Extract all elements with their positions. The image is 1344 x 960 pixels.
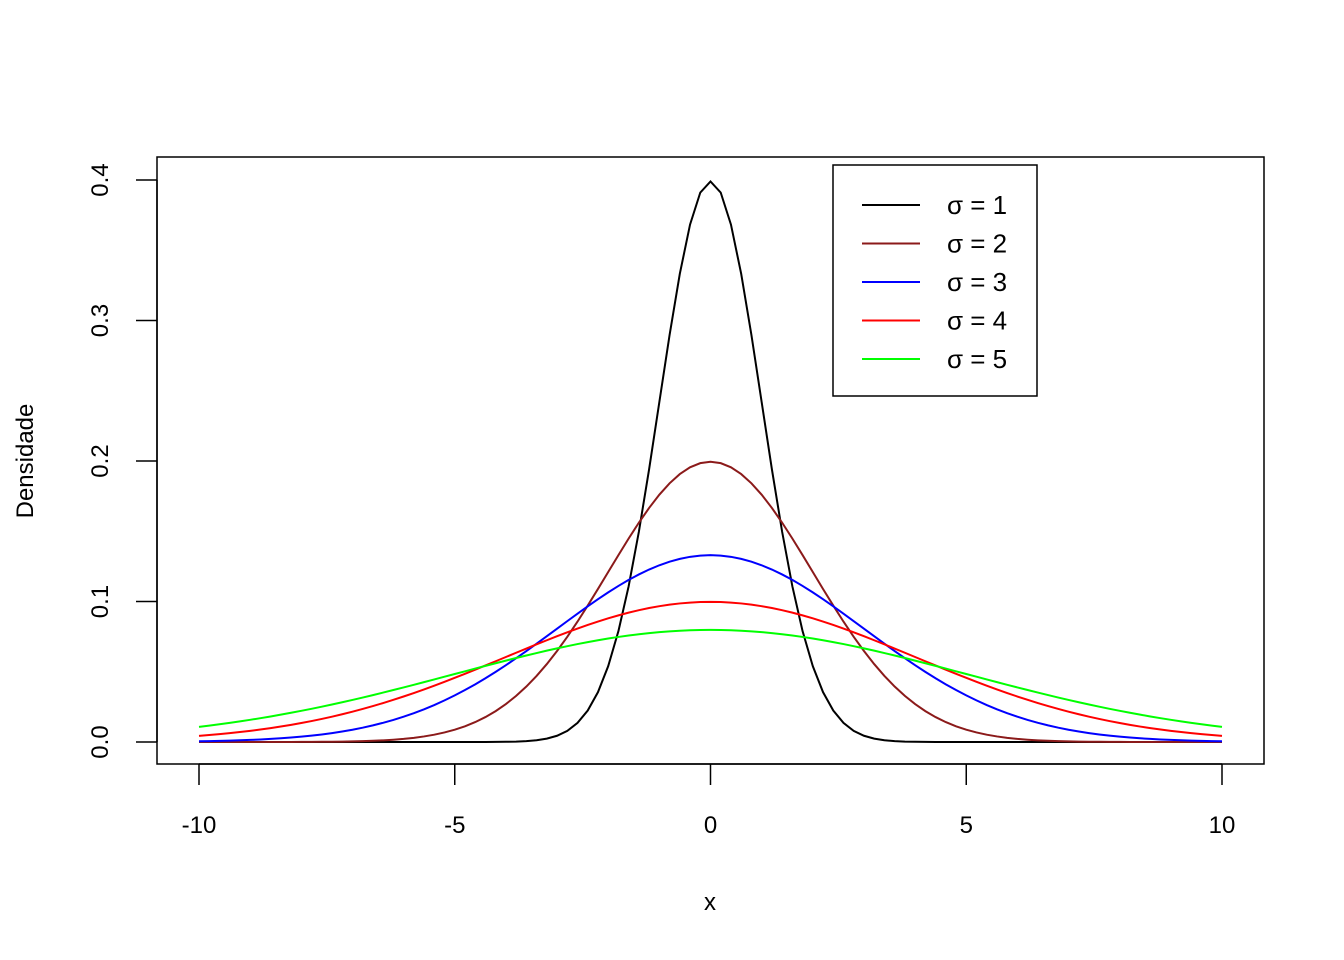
- legend-label: σ = 4: [947, 306, 1007, 336]
- y-tick-label: 0.3: [87, 304, 114, 337]
- legend-label: σ = 5: [947, 344, 1007, 374]
- series-line-sigma-4: [198, 600, 1223, 737]
- y-tick-label: 0.0: [87, 725, 114, 758]
- x-tick-label: -10: [182, 812, 217, 839]
- legend-box: [832, 164, 1038, 397]
- x-axis-label: x: [704, 889, 716, 916]
- legend-items: σ = 1 σ = 2 σ = 3 σ = 4 σ = 5: [862, 190, 1007, 374]
- legend-label: σ = 2: [947, 229, 1007, 259]
- y-tick-label: 0.1: [87, 585, 114, 618]
- x-axis: -10 -5 0 5 10: [182, 763, 1236, 839]
- y-axis: 0.0 0.1 0.2 0.3 0.4: [87, 163, 158, 759]
- plot-frame: [156, 156, 1265, 765]
- x-tick-label: 10: [1209, 812, 1236, 839]
- series-line-sigma-2: [199, 460, 1222, 743]
- x-tick-label: 5: [960, 812, 973, 839]
- x-tick-label: -5: [444, 812, 465, 839]
- series-line-sigma-1: [199, 180, 1222, 743]
- y-tick-label: 0.4: [87, 163, 114, 196]
- legend: σ = 1 σ = 2 σ = 3 σ = 4 σ = 5: [832, 164, 1038, 397]
- y-axis-label: Densidade: [12, 404, 39, 519]
- y-tick-label: 0.2: [87, 444, 114, 477]
- series-line-sigma-3: [198, 554, 1223, 743]
- legend-label: σ = 3: [947, 267, 1007, 297]
- legend-label: σ = 1: [947, 190, 1007, 220]
- series-layer: [198, 180, 1223, 743]
- x-tick-label: 0: [704, 812, 717, 839]
- series-line-sigma-5: [198, 628, 1223, 728]
